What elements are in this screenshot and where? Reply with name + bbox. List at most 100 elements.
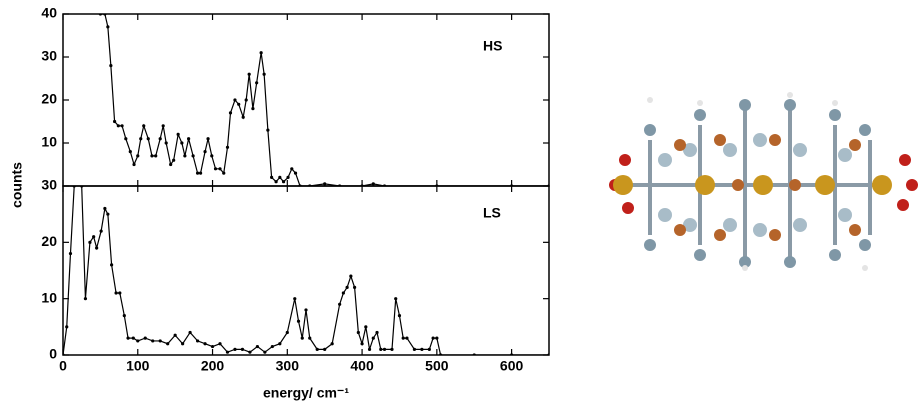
data-point xyxy=(116,124,120,128)
data-point xyxy=(114,291,118,295)
data-point xyxy=(255,81,259,85)
series xyxy=(63,173,549,355)
data-point xyxy=(304,308,308,312)
data-point xyxy=(136,154,140,158)
data-point xyxy=(225,145,230,149)
plot-frame xyxy=(62,185,550,356)
data-point xyxy=(263,350,267,354)
data-point xyxy=(83,297,88,301)
data-point xyxy=(195,171,200,175)
data-point xyxy=(103,14,107,16)
data-point xyxy=(281,180,286,184)
data-point xyxy=(371,336,375,340)
data-point xyxy=(345,285,349,289)
data-point xyxy=(142,124,146,128)
data-point xyxy=(218,342,222,346)
data-point xyxy=(233,98,237,102)
data-line xyxy=(63,186,549,355)
data-point xyxy=(218,167,222,171)
data-point xyxy=(405,336,409,340)
data-point xyxy=(371,182,375,186)
data-point xyxy=(255,344,259,349)
data-point xyxy=(259,51,263,55)
data-point xyxy=(341,291,345,295)
data-point xyxy=(274,180,278,184)
data-point xyxy=(547,353,549,355)
data-point xyxy=(195,339,200,343)
data-point xyxy=(103,206,107,211)
panel-label: LS xyxy=(483,205,501,221)
y-tick-label: 40 xyxy=(41,5,57,21)
data-point xyxy=(164,141,168,145)
data-point xyxy=(296,319,301,323)
data-point xyxy=(270,344,274,349)
data-point xyxy=(247,72,251,76)
data-point xyxy=(128,150,132,154)
data-point xyxy=(99,229,103,233)
data-point xyxy=(120,124,124,128)
data-point xyxy=(106,212,110,216)
data-point xyxy=(206,137,210,141)
data-point xyxy=(438,353,443,355)
data-point xyxy=(330,342,334,346)
data-point xyxy=(510,353,514,355)
data-point xyxy=(76,173,79,176)
data-point xyxy=(248,350,252,354)
data-point xyxy=(233,347,237,351)
y-tick-label: 20 xyxy=(41,91,57,107)
data-point xyxy=(183,154,187,158)
data-point xyxy=(241,115,245,119)
data-point xyxy=(382,347,387,351)
data-point xyxy=(412,347,417,351)
data-point xyxy=(293,297,297,301)
data-point xyxy=(166,342,170,346)
data-point xyxy=(65,325,69,329)
x-tick-label: 300 xyxy=(276,358,300,374)
data-point xyxy=(420,347,424,351)
x-tick-label: 0 xyxy=(59,358,67,374)
data-point xyxy=(213,167,218,171)
data-point xyxy=(266,128,270,132)
data-point xyxy=(237,102,241,106)
data-point xyxy=(172,158,176,162)
x-tick-label: 400 xyxy=(350,358,374,374)
x-tick-label: 200 xyxy=(201,358,225,374)
y-tick-label: 20 xyxy=(41,233,57,249)
data-point xyxy=(118,291,122,295)
data-point xyxy=(150,154,154,158)
data-point xyxy=(139,137,143,141)
data-point xyxy=(285,330,289,335)
data-point xyxy=(106,25,110,29)
data-point xyxy=(98,14,102,16)
data-point xyxy=(390,347,394,351)
data-point xyxy=(191,154,195,158)
data-point xyxy=(80,186,84,188)
data-point xyxy=(122,313,126,318)
data-point xyxy=(353,285,357,289)
data-point xyxy=(210,344,215,349)
data-point xyxy=(126,336,130,340)
data-point xyxy=(173,333,177,337)
x-axis-label: energy/ cm⁻¹ xyxy=(263,385,349,401)
data-point xyxy=(158,339,162,343)
data-point xyxy=(270,175,274,179)
data-point xyxy=(136,339,140,343)
data-point xyxy=(143,336,147,340)
data-point xyxy=(188,330,192,335)
data-point xyxy=(286,175,290,179)
data-point xyxy=(154,154,158,158)
data-point xyxy=(68,252,73,256)
data-point xyxy=(92,235,96,239)
data-point xyxy=(431,336,435,340)
data-point xyxy=(198,171,203,175)
data-point xyxy=(110,263,114,267)
data-point xyxy=(397,313,402,318)
y-tick-label: 10 xyxy=(41,134,57,150)
data-point xyxy=(290,167,294,171)
data-point xyxy=(251,107,255,111)
x-tick-label: 500 xyxy=(425,358,449,374)
data-point xyxy=(244,98,248,102)
data-point xyxy=(169,162,173,167)
y-axis-label: counts xyxy=(9,162,25,208)
